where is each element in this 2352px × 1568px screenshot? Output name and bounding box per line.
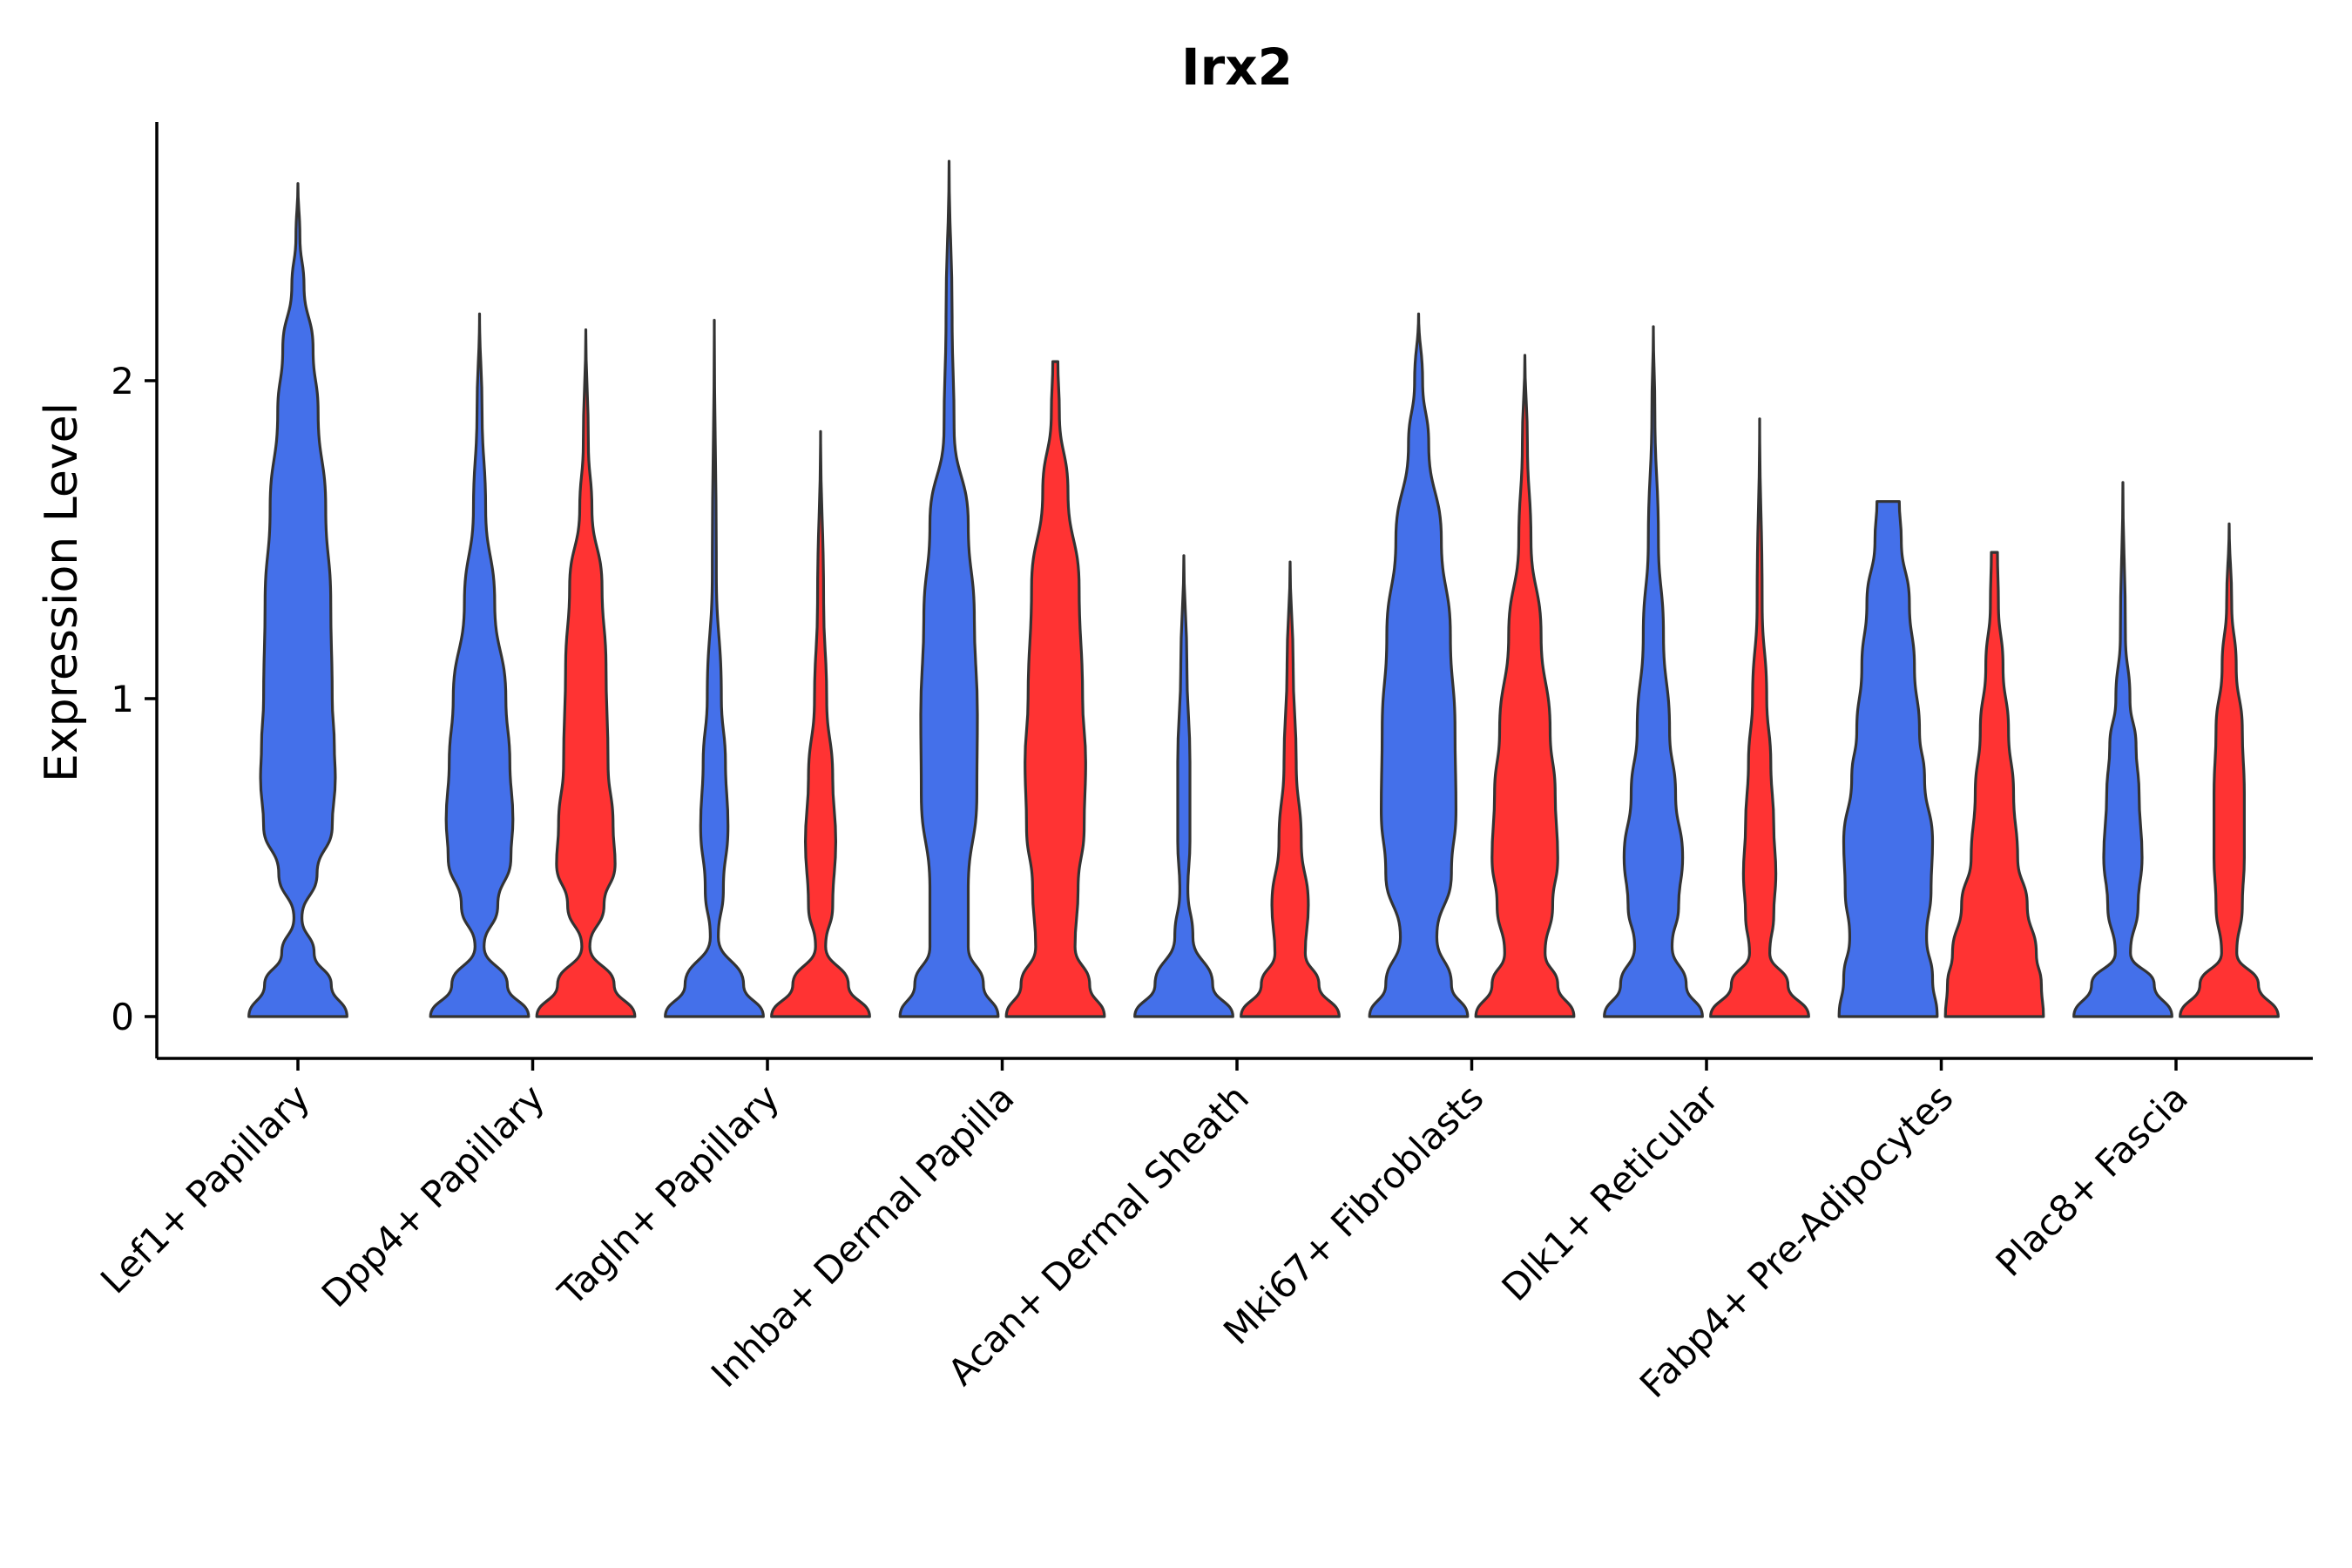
violin-fabp4-pre-adipocytes-group1 (1837, 500, 1939, 1018)
x-tick-label-tagln-papillary: Tagln+ Papillary (550, 1076, 787, 1314)
violin-plac8-fascia-group2 (2179, 522, 2280, 1018)
y-axis-label: Expression Level (36, 402, 88, 782)
violin-dpp4-papillary-group2 (535, 328, 637, 1018)
violin-dlk1-reticular-group2 (1709, 417, 1810, 1018)
chart-title: Irx2 (1181, 37, 1293, 97)
violin-fabp4-pre-adipocytes-group2 (1943, 551, 2045, 1018)
x-tick-label-plac8-fascia: Plac8+ Fascia (1988, 1076, 2196, 1284)
violin-acan-dermal-sheath-group2 (1240, 560, 1341, 1018)
x-tick-label-lef1-papillary: Lef1+ Papillary (92, 1076, 318, 1301)
x-tick-label-dpp4-papillary: Dpp4+ Papillary (314, 1076, 553, 1315)
y-tick-label-2: 2 (111, 360, 134, 402)
violin-layer (247, 159, 2280, 1018)
violin-mki67-fibroblasts-group1 (1368, 312, 1470, 1018)
violin-dlk1-reticular-group1 (1603, 325, 1704, 1018)
violin-plac8-fascia-group1 (2072, 481, 2173, 1018)
violin-acan-dermal-sheath-group1 (1133, 554, 1234, 1018)
x-tick-label-mki67-fibroblasts: Mki67+ Fibroblasts (1215, 1076, 1491, 1352)
x-tick-label-dlk1-reticular: Dlk1+ Reticular (1494, 1076, 1727, 1309)
violin-dpp4-papillary-group1 (429, 312, 531, 1018)
violin-lef1-papillary-group1 (247, 182, 348, 1018)
violin-tagln-papillary-group2 (770, 429, 871, 1018)
violin-inhba-dermal-papilla-group2 (1004, 360, 1106, 1018)
y-tick-label-0: 0 (111, 996, 134, 1038)
violin-tagln-papillary-group1 (664, 319, 765, 1018)
violin-mki67-fibroblasts-group2 (1474, 354, 1576, 1018)
violin-inhba-dermal-papilla-group1 (898, 159, 1000, 1018)
y-tick-label-1: 1 (111, 678, 134, 720)
